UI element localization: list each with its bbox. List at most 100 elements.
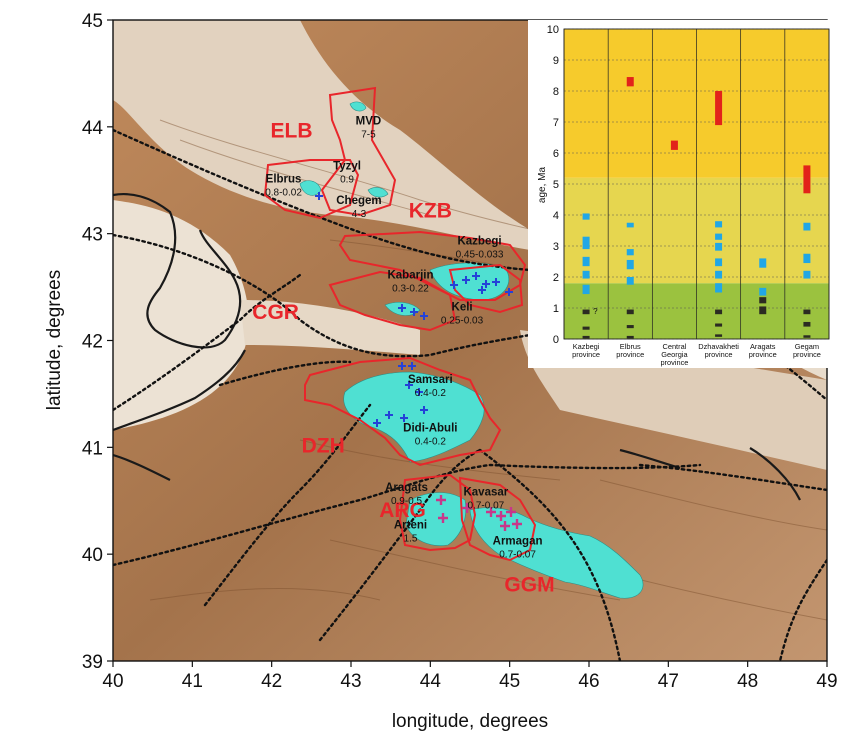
inset-category-label: Dzhavakheti [698,342,739,351]
y-tick-label: 45 [82,11,103,32]
age-bar [582,213,590,220]
inset-category-label: Gegam [795,342,819,351]
province-code-labels: ELB KZB CGR DZH ARG GGM [252,120,554,597]
inset-category-label: province [705,350,733,359]
province-code-kzb: KZB [409,200,452,223]
volcano-name: Arteni [394,520,427,532]
volcano-age: 0.8-0.02 [265,187,302,198]
province-outlines [263,86,537,562]
x-tick-label: 46 [578,671,599,692]
volcano-name: MVD [356,116,382,128]
y-tick-label: 41 [82,438,103,459]
volcano-name: Kabarjin [387,270,433,282]
inset-y-tick-label: 3 [553,241,559,253]
volcano-age: 4-3 [352,209,367,220]
volcano-labels: MVD 7-5 Tyzyl 0.9 Elbrus 0.8-0.02 Chegem 4-3 Kaz… [265,116,542,561]
x-tick-label: 44 [420,671,442,692]
volcano-name: Kazbegi [457,235,501,247]
age-bar [626,325,634,329]
age-bar [582,335,590,339]
volcano-name: Didi-Abuli [403,422,457,434]
inset-y-tick-label: 6 [553,148,559,160]
inset-annotation: ? [593,307,598,316]
age-bar [759,306,767,315]
y-tick-label: 43 [82,225,103,246]
volcano-age: 1.5 [404,534,418,545]
x-tick-label: 41 [182,671,203,692]
chegem-field [367,187,389,198]
age-bar [626,335,634,339]
age-bar [626,277,634,285]
outline-mvd [320,86,397,217]
rioni-lowland [240,300,420,355]
inset-y-tick-label: 9 [553,55,559,67]
blue-crosses [315,192,513,427]
inset-category-label: Central [663,342,687,351]
outline-cgr [328,270,457,332]
y-axis-ticks: 39 40 41 42 43 44 45 [82,11,113,673]
inset-category-label: Georgia [661,350,688,359]
y-tick-label: 44 [82,118,104,139]
age-bar [715,258,723,267]
age-bar [803,309,811,315]
outline-keli [448,263,524,314]
age-bar [715,334,723,337]
age-bar [715,221,723,228]
dzh-field [343,371,485,463]
inset-y-tick-label: 1 [553,303,559,315]
volcano-age: 0.7-0.07 [468,500,505,511]
age-bar [715,323,723,327]
y-tick-label: 42 [82,332,103,353]
volcano-age: 0.3-0.22 [392,284,429,295]
age-bar [715,233,723,240]
x-tick-label: 47 [658,671,679,692]
province-code-arg: ARG [379,499,426,522]
age-bar [670,140,678,150]
x-tick-label: 42 [261,671,282,692]
arg-field [405,492,467,546]
y-tick-label: 39 [82,652,103,673]
age-bar [582,256,590,267]
inset-bars [582,77,811,339]
age-bar [759,258,767,268]
faults [113,128,827,661]
inset-y-axis-label: age, Ma [537,166,548,203]
y-tick-label: 40 [82,545,103,566]
province-code-cgr: CGR [252,301,299,324]
x-tick-label: 49 [816,671,837,692]
inset-category-label: Elbrus [620,342,641,351]
inset-category-label: province [793,350,821,359]
inset-plot-frame [563,28,830,340]
y-axis-label: latitude, degrees [44,270,65,411]
inset-y-tick-label: 8 [553,86,559,98]
volcano-age: 0.4-0.2 [415,436,447,447]
inset-category-label: province [749,350,777,359]
age-bar [803,165,811,194]
volcano-age: 0.4-0.2 [415,388,447,399]
inset-category-label: province [616,350,644,359]
age-bar [803,253,811,264]
volcano-name: Kavasar [463,486,508,498]
age-bar [626,222,634,228]
volcano-name: Samsari [408,374,453,386]
outline-ggm [458,476,537,562]
inset-category-labels: KazbegiprovinceElbrusprovinceCentralGeor… [572,342,821,367]
inset-category-label: Aragats [750,342,776,351]
magenta-crosses [436,495,522,531]
outline-kzb [338,230,527,301]
age-bar [626,249,634,256]
volcano-name: Armagan [493,536,543,548]
age-bar [715,242,723,251]
black-sea-area [113,200,249,430]
age-bar [582,270,590,279]
mvd-field [349,101,367,112]
age-bar [626,77,634,87]
age-bar [582,236,590,250]
age-bar [626,309,634,315]
age-bar [582,284,590,295]
age-bar [582,309,590,315]
age-bar [759,297,767,304]
outline-dzh [304,356,502,467]
